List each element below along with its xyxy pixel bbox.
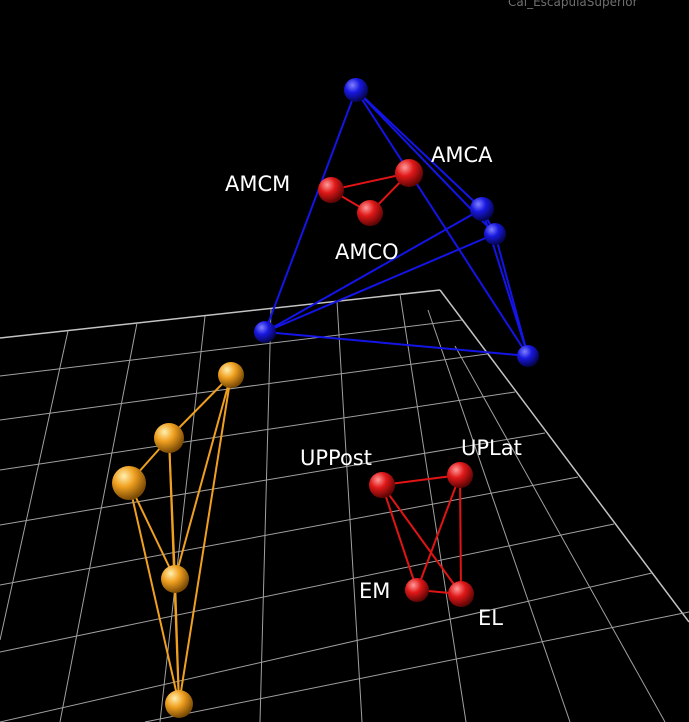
label-el: EL bbox=[478, 606, 503, 630]
marker-uplat[interactable] bbox=[447, 462, 473, 488]
orange-marker[interactable] bbox=[165, 690, 193, 718]
label-amcm: AMCM bbox=[225, 172, 290, 196]
orange-marker[interactable] bbox=[161, 565, 189, 593]
orange-marker[interactable] bbox=[218, 362, 244, 388]
marker-amca[interactable] bbox=[395, 159, 423, 187]
label-amco: AMCO bbox=[335, 240, 399, 264]
label-uplat: UPLat bbox=[461, 436, 522, 460]
camera-label: Cal_EscapulaSuperior bbox=[508, 0, 638, 9]
label-em: EM bbox=[359, 579, 390, 603]
marker-amcm[interactable] bbox=[318, 177, 344, 203]
elbow-cluster-links bbox=[381, 474, 462, 595]
blue-marker[interactable] bbox=[344, 78, 368, 102]
marker-amco[interactable] bbox=[357, 200, 383, 226]
ground-grid bbox=[0, 289, 689, 722]
orange-marker[interactable] bbox=[112, 466, 146, 500]
label-uppost: UPPost bbox=[300, 446, 372, 470]
marker-el[interactable] bbox=[448, 581, 474, 607]
blue-cluster-links bbox=[264, 89, 529, 357]
label-amca: AMCA bbox=[431, 143, 493, 167]
marker-uppost[interactable] bbox=[369, 472, 395, 498]
blue-marker[interactable] bbox=[484, 223, 506, 245]
orange-marker[interactable] bbox=[154, 423, 184, 453]
blue-marker[interactable] bbox=[517, 345, 539, 367]
blue-marker[interactable] bbox=[470, 197, 494, 221]
orange-cluster-links bbox=[128, 374, 232, 705]
marker-em[interactable] bbox=[405, 578, 429, 602]
blue-marker[interactable] bbox=[254, 321, 276, 343]
